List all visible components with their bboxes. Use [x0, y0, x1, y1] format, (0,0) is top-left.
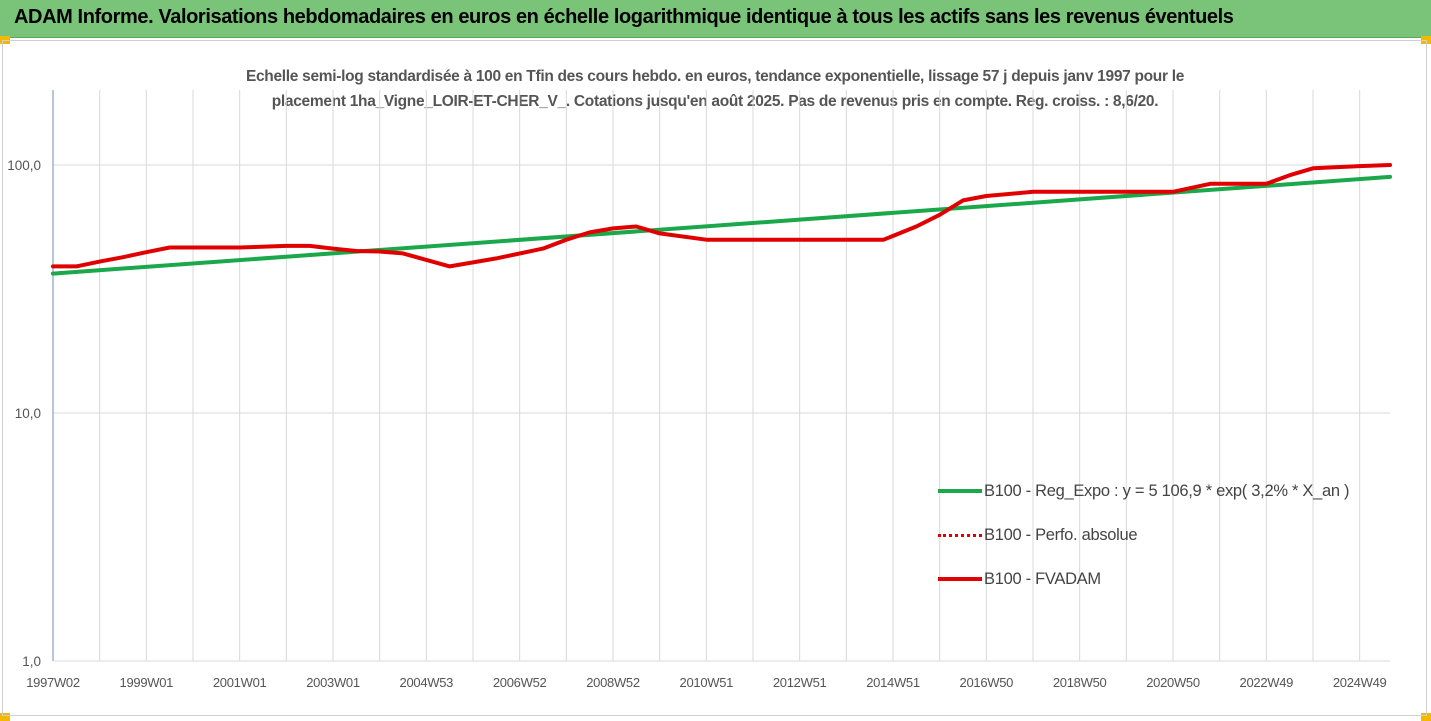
x-tick-label-10: 2016W50 [960, 675, 1014, 690]
chart-legend: B100 - Reg_Expo : y = 5 106,9 * exp( 3,2… [938, 480, 1350, 612]
x-tick-label-5: 2006W52 [493, 675, 547, 690]
legend-swatch-fvadam [938, 577, 982, 581]
x-tick-label-14: 2024W49 [1333, 675, 1387, 690]
x-tick-label-12: 2020W50 [1146, 675, 1200, 690]
chart-subtitle: Echelle semi-log standardisée à 100 en T… [140, 64, 1290, 114]
x-tick-label-3: 2003W01 [306, 675, 360, 690]
legend-swatch-reg-expo [938, 489, 982, 493]
legend-item-reg-expo: B100 - Reg_Expo : y = 5 106,9 * exp( 3,2… [938, 480, 1350, 502]
chart-frame [2, 40, 1427, 716]
corner-marker-bottom-right [1421, 713, 1431, 721]
x-tick-label-4: 2004W53 [400, 675, 454, 690]
legend-label-fvadam: B100 - FVADAM [984, 569, 1101, 588]
chart-subtitle-line-1: Echelle semi-log standardisée à 100 en T… [245, 68, 1185, 85]
x-tick-label-7: 2010W51 [680, 675, 734, 690]
x-tick-label-9: 2014W51 [866, 675, 920, 690]
legend-item-fvadam: B100 - FVADAM [938, 568, 1349, 590]
y-tick-label-0: 1,0 [22, 654, 41, 669]
series-line-0 [51, 174, 1392, 276]
y-tick-label-1: 10,0 [15, 406, 41, 421]
x-tick-label-0: 1997W02 [26, 675, 80, 690]
legend-item-perfo-absolue: B100 - Perfo. absolue [938, 524, 1349, 546]
corner-marker-bottom-left [0, 713, 10, 721]
x-tick-label-13: 2022W49 [1240, 675, 1294, 690]
header-banner: ADAM Informe. Valorisations hebdomadaire… [0, 0, 1431, 38]
page-title: ADAM Informe. Valorisations hebdomadaire… [14, 6, 1234, 28]
legend-label-perfo-absolue: B100 - Perfo. absolue [984, 525, 1138, 544]
x-tick-label-8: 2012W51 [773, 675, 827, 690]
x-tick-label-2: 2001W01 [213, 675, 267, 690]
legend-label-reg-expo: B100 - Reg_Expo : y = 5 106,9 * exp( 3,2… [984, 481, 1350, 500]
x-tick-label-1: 1999W01 [120, 675, 174, 690]
series-line-2 [51, 163, 1392, 269]
x-tick-label-11: 2018W50 [1053, 675, 1107, 690]
legend-swatch-perfo-absolue [938, 533, 982, 537]
chart-subtitle-line-2: placement 1ha_Vigne_LOIR-ET-CHER_V_. Cot… [271, 93, 1159, 110]
y-tick-label-2: 100,0 [7, 158, 41, 173]
x-tick-label-6: 2008W52 [586, 675, 640, 690]
